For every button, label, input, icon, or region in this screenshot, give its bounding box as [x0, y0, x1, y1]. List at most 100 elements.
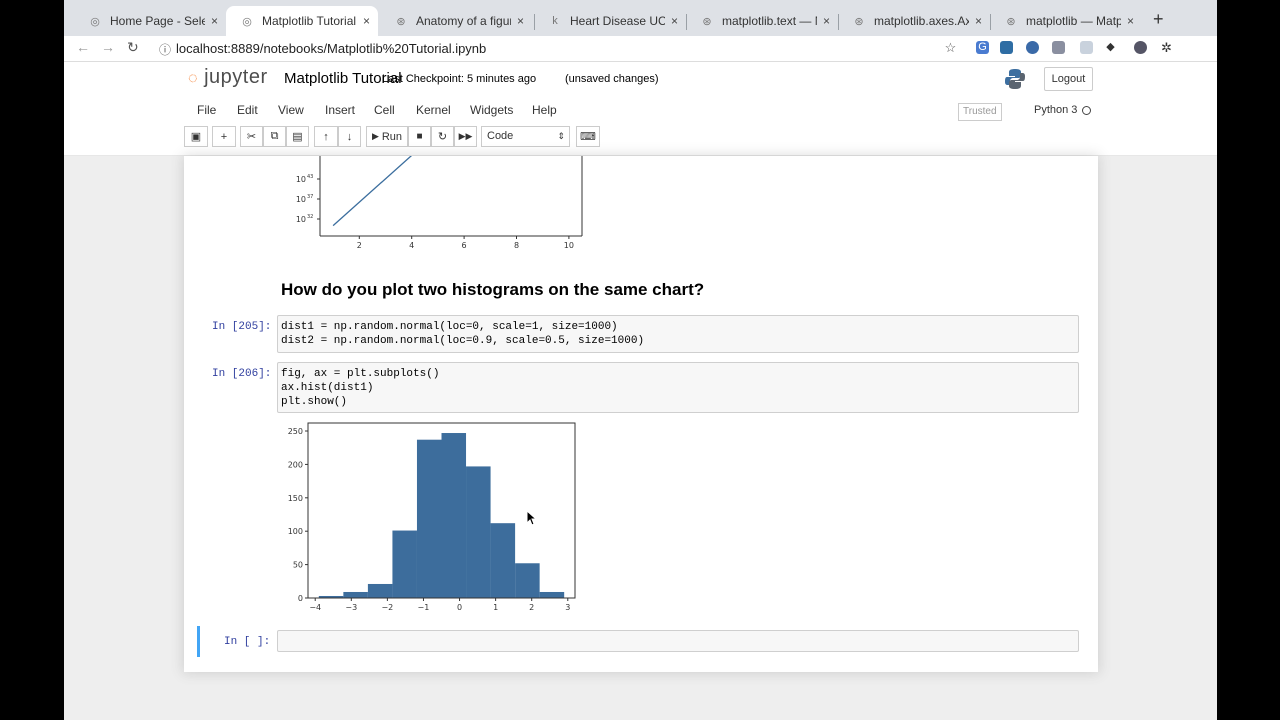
tab-home-page[interactable]: ◎ Home Page - Select o ×: [74, 6, 226, 36]
close-icon[interactable]: ×: [822, 14, 830, 28]
jupyter-logo[interactable]: ◌ jupyter: [188, 66, 268, 89]
url-field[interactable]: localhost:8889/notebooks/Matplotlib%20Tu…: [176, 41, 487, 56]
code-cell-input[interactable]: dist1 = np.random.normal(loc=0, scale=1,…: [277, 315, 1079, 353]
run-button[interactable]: ▶ Run: [366, 126, 408, 147]
save-icon: ▣: [190, 131, 202, 143]
restart-icon: ↻: [437, 131, 448, 143]
save-button[interactable]: ▣: [184, 126, 208, 147]
tab-title: Home Page - Select o: [110, 14, 205, 28]
avatar[interactable]: [1134, 41, 1147, 54]
close-icon[interactable]: ×: [516, 14, 524, 28]
kaggle-icon: k: [552, 15, 558, 27]
y-tick-exponent: 43: [307, 174, 313, 180]
browser-window: ◎ Home Page - Select o × ◎ Matplotlib Tu…: [64, 0, 1217, 720]
histogram-bar: [490, 523, 516, 598]
extension-icon[interactable]: [1026, 41, 1039, 54]
tab-title: Heart Disease UCI | K: [570, 14, 665, 28]
matplotlib-icon: ⊛: [702, 15, 712, 28]
histogram-bar: [343, 591, 368, 598]
y-tick-label: 10: [296, 195, 306, 204]
tab-matplotlib-tutorial[interactable]: ◎ Matplotlib Tutorial - Ju ×: [226, 6, 378, 36]
tab-matplotlib-text[interactable]: ⊛ matplotlib.text — Mat ×: [686, 6, 838, 36]
histogram-bar: [441, 433, 467, 598]
paste-button[interactable]: ▤: [286, 126, 309, 147]
back-icon[interactable]: ←: [76, 39, 90, 55]
run-label: Run: [381, 130, 403, 143]
tab-title: Anatomy of a figure —: [416, 14, 511, 28]
tab-title: matplotlib.text — Mat: [722, 14, 817, 28]
scissors-icon: ✂: [246, 131, 257, 143]
histogram-bar: [539, 591, 565, 598]
copy-button[interactable]: ⧉: [263, 126, 286, 147]
insert-cell-button[interactable]: +: [212, 126, 236, 147]
restart-run-all-button[interactable]: ▶▶: [454, 126, 477, 147]
paste-icon: ▤: [292, 131, 303, 143]
matplotlib-icon: ⊛: [854, 15, 864, 28]
address-bar: ← → ↻ ⓘ localhost:8889/notebooks/Matplot…: [64, 36, 1217, 62]
menu-kernel[interactable]: Kernel: [416, 103, 451, 117]
command-palette-button[interactable]: ⌨: [576, 126, 600, 147]
x-tick-label: −4: [309, 603, 321, 612]
histogram-bar: [367, 583, 393, 598]
menu-help[interactable]: Help: [532, 103, 557, 117]
code-cell-input[interactable]: [277, 630, 1079, 652]
markdown-heading: How do you plot two histograms on the sa…: [281, 280, 705, 299]
tab-matplotlib[interactable]: ⊛ matplotlib — Matplotl ×: [990, 6, 1142, 36]
cell-type-select[interactable]: Code ⇕: [481, 126, 570, 147]
interrupt-button[interactable]: ■: [408, 126, 431, 147]
translate-icon[interactable]: G: [976, 41, 989, 54]
y-tick-label: 0: [298, 594, 303, 603]
extension-icon[interactable]: [1080, 41, 1093, 54]
kernel-name: Python 3: [1034, 104, 1078, 116]
restart-button[interactable]: ↻: [431, 126, 454, 147]
notebook-container: 2 4 6 8 10 10 43 10 37 10 32 How do you plot two h…: [184, 156, 1098, 672]
tab-heart-disease[interactable]: k Heart Disease UCI | K ×: [534, 6, 686, 36]
extension-icon[interactable]: [1000, 41, 1013, 54]
move-up-button[interactable]: ↑: [314, 126, 338, 147]
close-icon[interactable]: ×: [974, 14, 982, 28]
jupyter-icon: ◎: [90, 15, 100, 28]
jupyter-logo-text: jupyter: [204, 66, 268, 88]
step-forward-icon: ▶: [371, 131, 379, 141]
menu-insert[interactable]: Insert: [325, 103, 356, 117]
checkpoint-status: Last Checkpoint: 5 minutes ago: [382, 73, 537, 85]
code-line: dist1 = np.random.normal(loc=0, scale=1,…: [281, 321, 618, 333]
close-icon[interactable]: ×: [362, 14, 370, 28]
x-tick-label: 1: [493, 603, 498, 612]
menu-cell[interactable]: Cell: [374, 103, 395, 117]
close-icon[interactable]: ×: [670, 14, 678, 28]
reload-icon[interactable]: ↻: [127, 39, 139, 55]
extension-icon[interactable]: [1052, 41, 1065, 54]
jupyter-orbit-icon: ◌: [188, 70, 199, 87]
code-cell-input[interactable]: fig, ax = plt.subplots() ax.hist(dist1) …: [277, 362, 1079, 413]
menu-file[interactable]: File: [197, 103, 217, 117]
notebook-title[interactable]: Matplotlib Tutorial: [284, 70, 402, 87]
x-tick-label: 10: [564, 241, 574, 250]
close-icon[interactable]: ×: [1126, 14, 1134, 28]
menu-widgets[interactable]: Widgets: [470, 103, 514, 117]
tab-anatomy-of-a-figure[interactable]: ⊛ Anatomy of a figure — ×: [380, 6, 532, 36]
logout-button[interactable]: Logout: [1044, 67, 1093, 91]
tab-title: matplotlib — Matplotl: [1026, 14, 1121, 28]
tab-title: Matplotlib Tutorial - Ju: [262, 14, 357, 28]
site-info-icon[interactable]: ⓘ: [159, 43, 172, 57]
tab-matplotlib-axes[interactable]: ⊛ matplotlib.axes.Axes.t ×: [838, 6, 990, 36]
move-down-button[interactable]: ↓: [338, 126, 361, 147]
menu-edit[interactable]: Edit: [237, 103, 258, 117]
settings-icon[interactable]: ✲: [1161, 40, 1172, 55]
x-tick-label: 2: [529, 603, 534, 612]
close-icon[interactable]: ×: [210, 14, 218, 28]
arrow-down-icon: ↓: [346, 130, 353, 143]
tab-bar: ◎ Home Page - Select o × ◎ Matplotlib Tu…: [64, 0, 1217, 36]
menu-view[interactable]: View: [278, 103, 304, 117]
series-line: [332, 156, 413, 227]
bookmark-star-icon[interactable]: ☆: [944, 40, 957, 55]
new-tab-button[interactable]: +: [1153, 9, 1164, 29]
forward-icon[interactable]: →: [101, 39, 115, 55]
keyboard-icon: ⌨: [580, 131, 596, 143]
trusted-badge[interactable]: Trusted: [958, 103, 1002, 121]
cut-button[interactable]: ✂: [240, 126, 263, 147]
extension-icon[interactable]: ◆: [1106, 41, 1115, 53]
y-tick-label: 150: [288, 494, 303, 503]
